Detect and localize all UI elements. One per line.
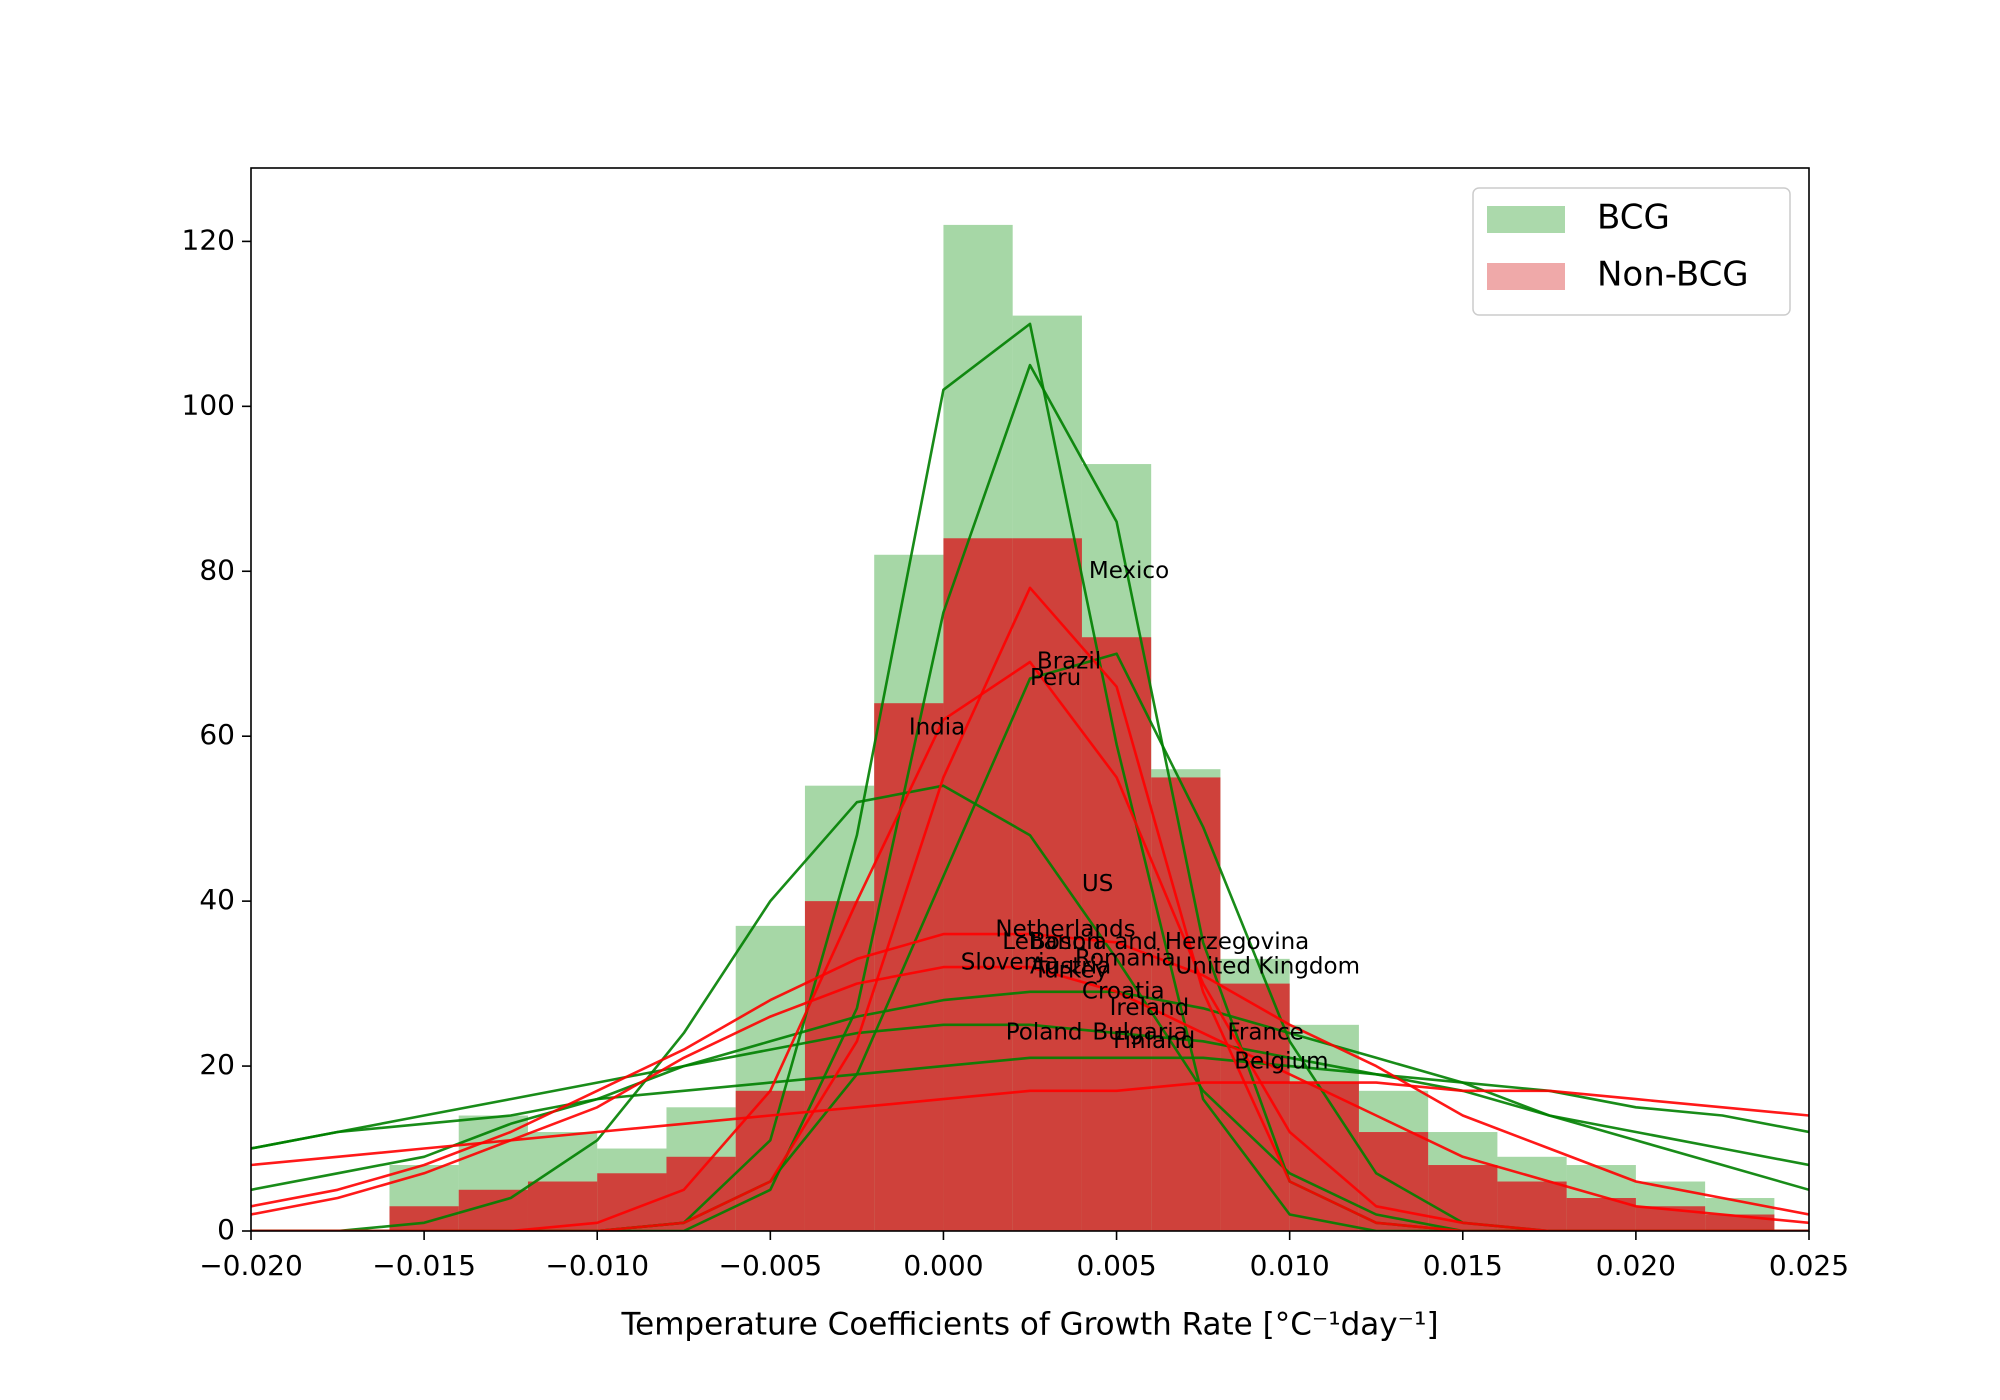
histogram-bar xyxy=(389,1206,459,1231)
country-label: Romania xyxy=(1075,945,1176,971)
density-curve xyxy=(251,784,1809,1231)
density-curve xyxy=(251,586,1809,1231)
histogram-bar xyxy=(1012,538,1082,1231)
country-label: Bosnia and Herzegovina xyxy=(1030,929,1309,955)
x-tick-label: 0.000 xyxy=(903,1249,983,1282)
country-label: Turkey xyxy=(1032,958,1108,984)
country-label: Netherlands xyxy=(995,916,1135,942)
y-tick-label: 100 xyxy=(182,388,235,421)
country-label: Peru xyxy=(1030,665,1081,691)
country-label: United Kingdom xyxy=(1175,954,1360,980)
histogram-bar xyxy=(666,1156,736,1231)
x-tick-label: 0.015 xyxy=(1423,1249,1503,1282)
x-tick-label: 0.010 xyxy=(1250,1249,1330,1282)
histogram-bar xyxy=(1081,637,1152,1231)
country-label: Austria xyxy=(1030,954,1111,980)
y-tick-label: 20 xyxy=(199,1048,235,1081)
y-tick-label: 80 xyxy=(199,553,235,586)
histogram-bar xyxy=(1497,1181,1567,1231)
country-label: Slovenia xyxy=(961,949,1059,975)
plot-frame xyxy=(250,167,1810,1232)
x-tick-label: 0.005 xyxy=(1076,1249,1156,1282)
country-label: US xyxy=(1082,871,1113,897)
x-tick-label: −0.005 xyxy=(719,1249,823,1282)
y-tick-label: 120 xyxy=(182,223,235,256)
histogram-bar xyxy=(804,901,875,1231)
x-tick-label: 0.025 xyxy=(1769,1249,1849,1282)
histogram-bar xyxy=(1428,1165,1498,1231)
legend: BCG Non-BCG xyxy=(1472,187,1791,316)
country-label: Brazil xyxy=(1037,648,1101,674)
country-label: Belgium xyxy=(1234,1048,1328,1074)
country-label: France xyxy=(1227,1020,1303,1046)
x-tick-label: 0.020 xyxy=(1596,1249,1676,1282)
country-label: Croatia xyxy=(1082,978,1165,1004)
x-tick-label: −0.015 xyxy=(372,1249,476,1282)
legend-swatch xyxy=(1487,206,1565,233)
histogram-layer xyxy=(389,224,1775,1231)
legend-box xyxy=(1472,187,1791,316)
histogram-bar xyxy=(1289,1082,1359,1231)
curve-layer xyxy=(251,322,1809,1231)
density-curve xyxy=(251,932,1809,1216)
country-label: Bulgaria xyxy=(1092,1020,1187,1046)
x-axis-label: Temperature Coefficients of Growth Rate … xyxy=(620,1307,1438,1343)
legend-swatch xyxy=(1487,263,1565,290)
legend-label: BCG xyxy=(1597,198,1670,238)
histogram-bar xyxy=(874,703,944,1231)
density-curve xyxy=(251,1023,1809,1167)
density-curve xyxy=(251,322,1809,1231)
density-curve xyxy=(251,660,1809,1231)
y-tick-label: 0 xyxy=(217,1213,235,1246)
histogram-bar xyxy=(943,538,1013,1231)
country-label: Poland xyxy=(1006,1020,1083,1046)
country-label: Ireland xyxy=(1110,995,1190,1021)
x-tick-label: −0.010 xyxy=(545,1249,649,1282)
density-curve xyxy=(251,1081,1809,1167)
country-label: Mexico xyxy=(1089,558,1169,584)
y-tick-label: 60 xyxy=(199,718,235,751)
legend-label: Non-BCG xyxy=(1597,255,1749,295)
x-tick-label: −0.020 xyxy=(199,1249,303,1282)
country-label: Lebanon xyxy=(1002,929,1100,955)
axes-layer: −0.020 −0.015 −0.010 −0.005 0.000 0.005 0.010 0… xyxy=(182,223,1850,1282)
histogram-bar xyxy=(735,1090,805,1231)
histogram-bar xyxy=(1358,1132,1429,1231)
country-label: Finland xyxy=(1113,1028,1195,1054)
y-tick-label: 40 xyxy=(199,883,235,916)
histogram-bar xyxy=(597,1173,667,1231)
density-curve xyxy=(251,363,1809,1231)
density-curve xyxy=(251,652,1809,1231)
country-label: India xyxy=(909,714,965,740)
